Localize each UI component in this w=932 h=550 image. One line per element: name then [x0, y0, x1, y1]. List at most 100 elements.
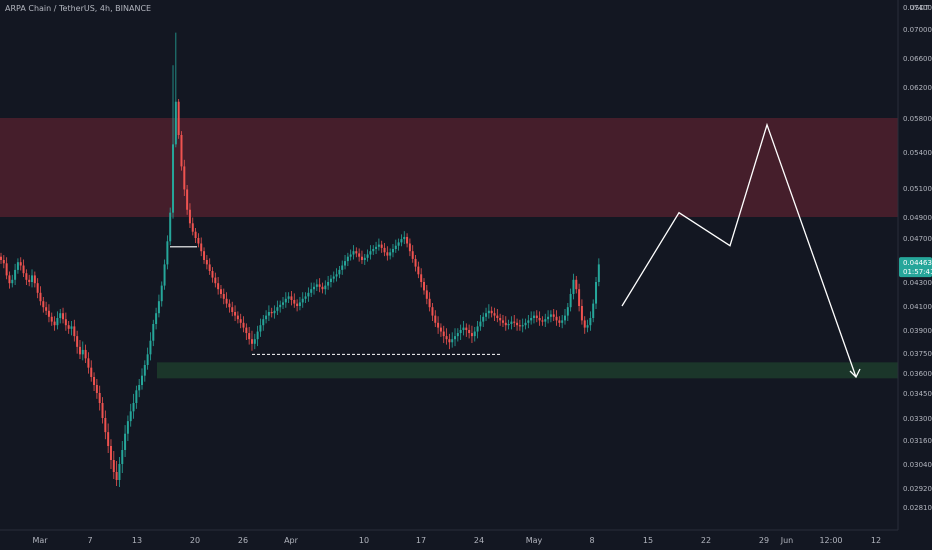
candle-down — [445, 336, 448, 340]
resistance-zone — [0, 118, 898, 217]
candle-up — [482, 316, 485, 322]
candle-up — [572, 279, 575, 294]
candle-up — [521, 325, 524, 327]
candle-up — [138, 385, 141, 391]
candle-up — [561, 320, 564, 323]
candle-down — [380, 244, 383, 248]
y-tick-label: 0.03750 — [903, 350, 932, 358]
candle-up — [349, 254, 352, 257]
candle-up — [569, 294, 572, 308]
candle-up — [16, 262, 19, 270]
candle-up — [487, 310, 490, 314]
candle-down — [420, 274, 423, 282]
candle-up — [14, 269, 17, 280]
candle-down — [177, 101, 180, 135]
y-tick-label: 0.02810 — [903, 504, 932, 512]
candle-down — [439, 327, 442, 332]
candle-down — [217, 283, 220, 290]
y-tick-label: 0.03600 — [903, 370, 932, 378]
candle-up — [256, 331, 259, 340]
y-tick-label: 0.03300 — [903, 415, 932, 423]
candle-down — [580, 306, 583, 321]
candle-up — [31, 275, 34, 282]
candle-down — [8, 275, 11, 284]
candle-down — [417, 266, 420, 275]
candle-up — [544, 319, 547, 322]
currency-label: USDT — [909, 4, 929, 12]
candle-up — [11, 279, 14, 284]
candle-down — [112, 460, 115, 472]
candle-down — [428, 298, 431, 308]
x-tick-label: 17 — [416, 536, 426, 545]
y-tick-label: 0.03040 — [903, 461, 932, 469]
y-tick-label: 0.05100 — [903, 185, 932, 193]
candle-down — [411, 251, 414, 259]
candle-up — [372, 249, 375, 252]
candle-down — [242, 322, 245, 328]
y-tick-label: 0.04300 — [903, 279, 932, 287]
candle-down — [250, 339, 253, 344]
y-tick-label: 0.07000 — [903, 26, 932, 34]
candle-up — [403, 236, 406, 240]
candle-down — [236, 315, 239, 320]
candle-down — [90, 367, 93, 377]
candle-down — [493, 313, 496, 316]
candle-down — [76, 336, 79, 347]
candle-up — [586, 325, 589, 328]
y-tick-label: 0.06200 — [903, 84, 932, 92]
candle-down — [33, 275, 36, 284]
candle-up — [307, 292, 310, 297]
candle-down — [383, 247, 386, 253]
candle-down — [490, 310, 493, 314]
countdown-label: 01:57:41 — [903, 268, 932, 276]
x-tick-label: 20 — [190, 536, 200, 545]
candle-up — [479, 321, 482, 327]
candle-down — [318, 284, 321, 287]
candle-up — [282, 302, 284, 305]
candle-down — [84, 349, 87, 359]
candle-down — [45, 307, 48, 311]
candle-down — [211, 271, 214, 278]
candle-down — [575, 279, 578, 290]
candle-up — [346, 256, 349, 262]
candle-down — [200, 243, 203, 252]
candle-down — [28, 279, 31, 282]
candle-down — [50, 316, 53, 322]
candle-down — [583, 320, 586, 328]
candle-up — [163, 264, 166, 286]
candle-down — [541, 320, 544, 322]
candle-up — [315, 284, 318, 287]
candle-up — [397, 242, 400, 246]
candle-up — [369, 251, 372, 255]
x-tick-label: 13 — [132, 536, 142, 545]
candle-down — [109, 446, 112, 460]
candle-up — [172, 144, 175, 213]
candle-down — [465, 327, 468, 330]
candle-up — [389, 252, 392, 256]
candle-down — [496, 315, 499, 318]
candle-down — [205, 260, 208, 265]
candle-down — [228, 303, 231, 308]
candle-down — [358, 253, 361, 257]
y-tick-label: 0.04700 — [903, 235, 932, 243]
projection-path — [621, 122, 857, 378]
candle-up — [329, 278, 332, 282]
candle-up — [332, 276, 335, 279]
candle-up — [132, 403, 135, 412]
candle-down — [248, 333, 251, 340]
candle-down — [67, 325, 70, 329]
candle-down — [208, 264, 211, 271]
candle-down — [516, 322, 519, 326]
x-tick-label: 10 — [359, 536, 369, 545]
candle-up — [126, 421, 129, 434]
candle-down — [203, 251, 206, 260]
candle-down — [2, 260, 5, 264]
candle-up — [352, 251, 355, 255]
candle-up — [279, 304, 282, 308]
candle-down — [214, 277, 217, 284]
candle-up — [59, 313, 62, 318]
candle-up — [267, 312, 270, 316]
candle-down — [188, 209, 191, 224]
candle-up — [118, 464, 121, 480]
